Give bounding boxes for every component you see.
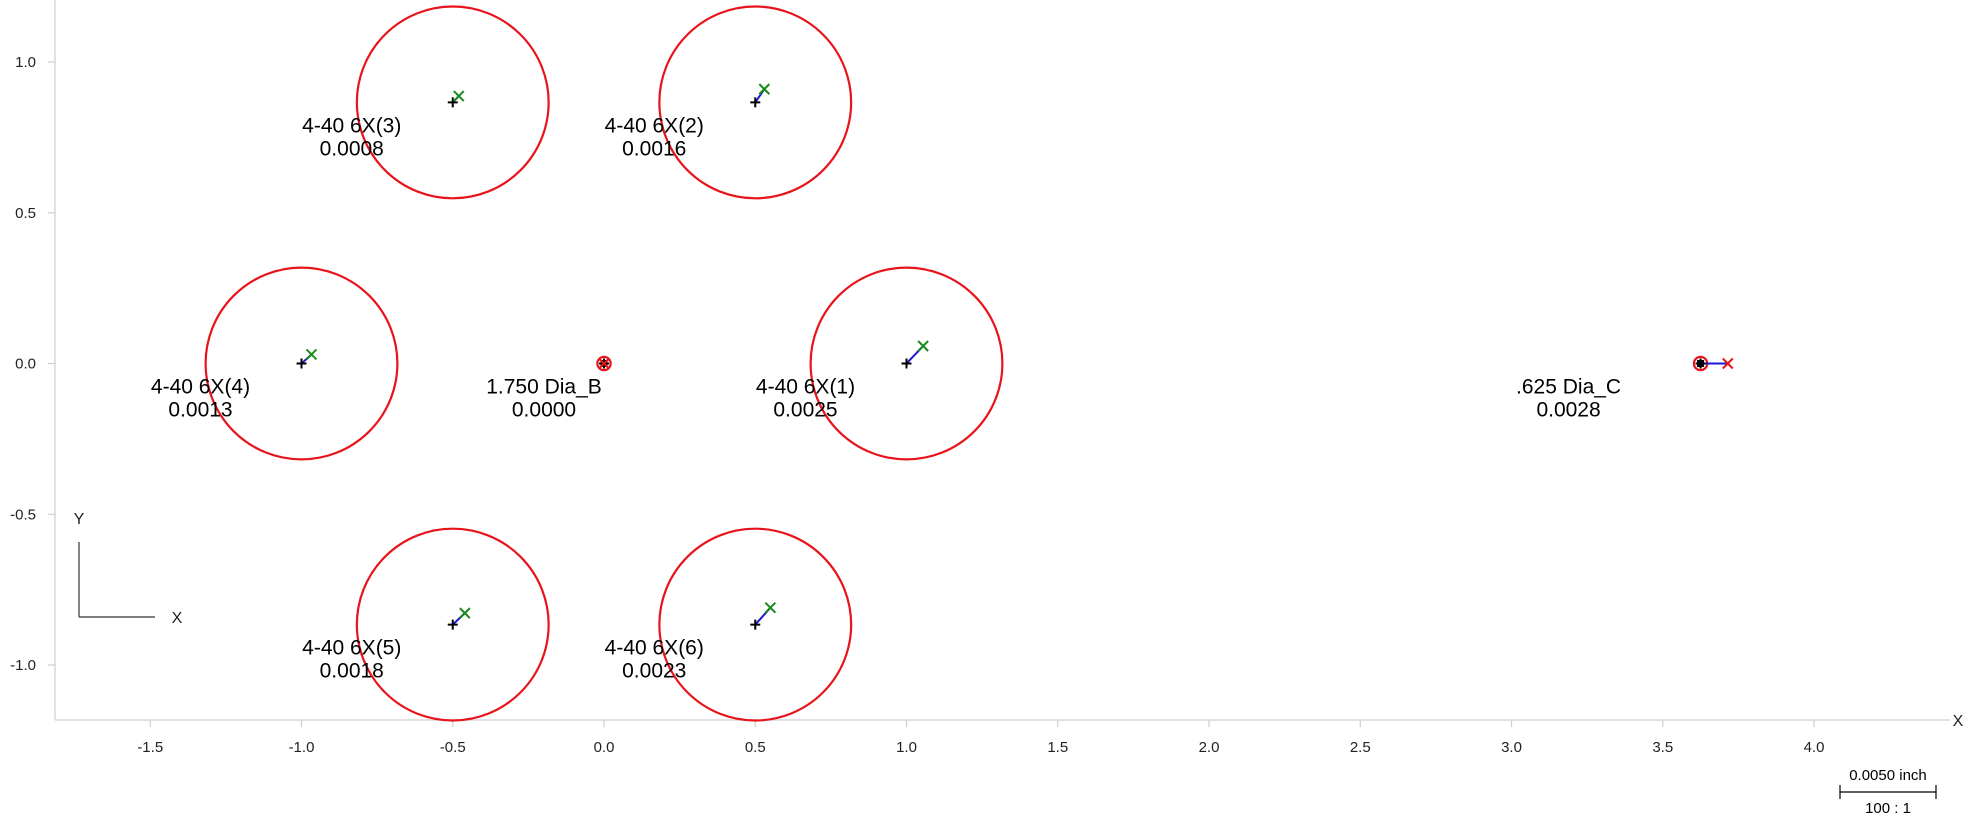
x-tick-label: 0.5	[745, 739, 766, 756]
measured-x-mark	[917, 340, 929, 352]
orientation-indicator: Y X	[74, 511, 183, 627]
y-tick-label: -0.5	[10, 506, 36, 523]
y-tick-label: 0.5	[15, 205, 36, 222]
x-tick-label: 3.0	[1501, 739, 1522, 756]
orientation-x-label: X	[172, 610, 183, 627]
axes: X	[54, 0, 1964, 730]
x-tick-label: -1.0	[289, 739, 315, 756]
y-tick-label: 1.0	[15, 54, 36, 71]
feature-name-label: 4-40 6X(5)	[302, 637, 401, 660]
x-tick-label: 3.5	[1652, 739, 1673, 756]
feature: 4-40 6X(1)0.0025	[756, 266, 1004, 461]
scale-bar-ratio-label: 100 : 1	[1865, 800, 1911, 817]
feature: .625 Dia_C0.0028	[1516, 355, 1734, 422]
x-tick-label: 0.0	[594, 739, 615, 756]
scale-bar: 0.0050 inch 100 : 1	[1839, 767, 1937, 817]
feature: 4-40 6X(2)0.0016	[605, 5, 853, 200]
measured-x-mark	[764, 602, 777, 614]
nominal-plus-mark	[901, 358, 912, 369]
measured-x-mark	[459, 607, 471, 619]
x-tick-label: 1.0	[896, 739, 917, 756]
nominal-plus-mark	[750, 97, 761, 108]
feature-name-label: 4-40 6X(3)	[302, 114, 401, 137]
feature-name-label: 4-40 6X(4)	[151, 376, 250, 399]
nominal-plus-mark	[296, 358, 307, 369]
feature: 4-40 6X(5)0.0018	[302, 527, 550, 722]
x-tick-label: -1.5	[137, 739, 163, 756]
feature-value-label: 0.0028	[1536, 399, 1600, 422]
feature-name-label: 4-40 6X(6)	[605, 637, 704, 660]
feature: 4-40 6X(6)0.0023	[605, 527, 853, 722]
x-tick-label: 2.0	[1199, 739, 1220, 756]
nominal-circle	[355, 527, 550, 722]
x-axis-title: X	[1953, 713, 1964, 730]
feature: 4-40 6X(4)0.0013	[151, 266, 399, 461]
nominal-circle	[596, 355, 612, 372]
y-tick-label: 0.0	[15, 356, 36, 373]
feature: 4-40 6X(3)0.0008	[302, 5, 550, 200]
measured-x-mark	[758, 83, 771, 95]
nominal-plus-mark	[750, 619, 761, 630]
nominal-plus-mark	[447, 619, 458, 630]
nominal-plus-mark	[1695, 358, 1706, 369]
feature-name-label: 4-40 6X(2)	[605, 114, 704, 137]
feature-value-label: 0.0016	[622, 137, 686, 160]
feature-value-label: 0.0018	[320, 660, 384, 683]
nominal-circle	[204, 266, 399, 461]
measured-x-mark	[1722, 357, 1734, 370]
feature-value-label: 0.0023	[622, 660, 686, 683]
y-ticks: 1.0 0.5 0.0 -0.5 -1.0	[10, 54, 55, 674]
x-ticks: -1.5 -1.0 -0.5 0.0 0.5 1.0 1.5 2.0 2.5 3.0 3.5 4.0	[137, 720, 1824, 756]
y-tick-label: -1.0	[10, 657, 36, 674]
measured-x-mark	[598, 357, 610, 370]
feature-value-label: 0.0025	[773, 399, 837, 422]
x-tick-label: 4.0	[1804, 739, 1825, 756]
feature-name-label: .625 Dia_C	[1516, 376, 1621, 399]
x-tick-label: 1.5	[1047, 739, 1068, 756]
measured-x-mark	[453, 90, 465, 102]
nominal-circle	[658, 5, 853, 200]
feature-name-label: 4-40 6X(1)	[756, 376, 855, 399]
feature-name-label: 1.750 Dia_B	[486, 376, 602, 399]
scale-bar-length-label: 0.0050 inch	[1849, 767, 1927, 784]
measured-x-mark	[305, 348, 318, 361]
orientation-y-label: Y	[74, 511, 85, 528]
x-tick-label: 2.5	[1350, 739, 1371, 756]
feature: 1.750 Dia_B0.0000	[486, 355, 612, 422]
nominal-circle	[658, 527, 853, 722]
feature-value-label: 0.0000	[512, 399, 576, 422]
feature-value-label: 0.0013	[168, 399, 232, 422]
nominal-circle	[809, 266, 1004, 461]
feature-value-label: 0.0008	[320, 137, 384, 160]
nominal-circle	[355, 5, 550, 200]
nominal-plus-mark	[447, 97, 458, 108]
x-tick-label: -0.5	[440, 739, 466, 756]
